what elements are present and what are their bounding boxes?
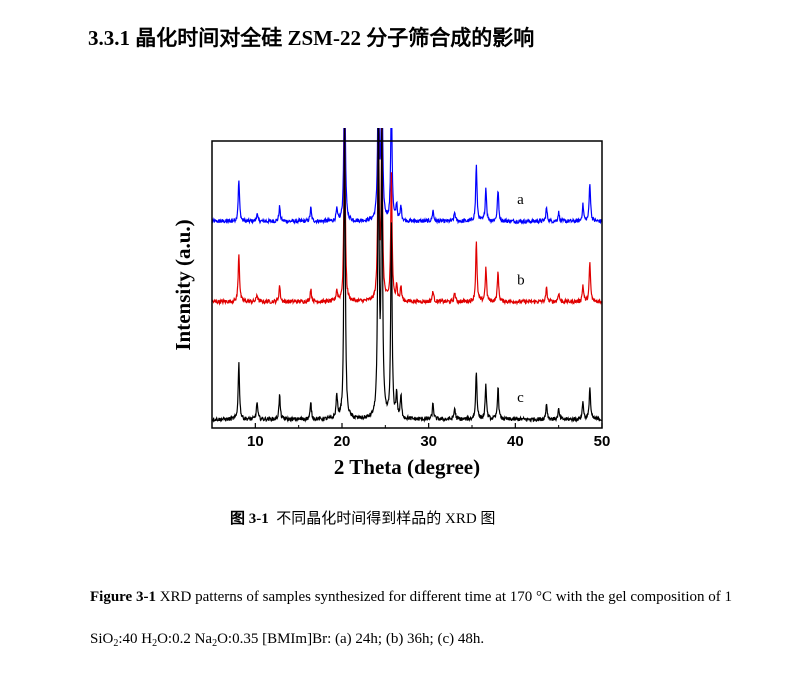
caption-text-3: O:0.2 Na bbox=[157, 631, 213, 647]
x-tick-label: 10 bbox=[247, 433, 264, 450]
section-heading: 3.3.1 晶化时间对全硅 ZSM-22 分子筛合成的影响 bbox=[88, 26, 535, 50]
figure-caption-cn-label: 图 3-1 bbox=[230, 511, 269, 527]
figure-caption-cn: 图 3-1 不同晶化时间得到样品的 XRD 图 bbox=[230, 507, 495, 528]
series-label-c: c bbox=[517, 390, 524, 406]
x-tick-label: 50 bbox=[594, 433, 611, 450]
caption-sub-3: 2 bbox=[212, 638, 218, 649]
caption-text-2: :40 H bbox=[118, 631, 153, 647]
x-ticks: 10 20 30 40 50 bbox=[211, 423, 611, 450]
xrd-chart: a b c 10 20 30 40 50 2 Theta (degree) Intensit… bbox=[171, 128, 611, 479]
plot-frame bbox=[211, 140, 603, 429]
caption-text-1: XRD patterns of samples synthesized for … bbox=[90, 589, 732, 647]
caption-sub-2: 2 bbox=[152, 638, 158, 649]
figure-caption-en: Figure 3-1 XRD patterns of samples synth… bbox=[90, 576, 780, 660]
series-line-c bbox=[211, 128, 602, 423]
caption-sub-1: 2 bbox=[113, 638, 119, 649]
figure-caption-cn-text: 不同晶化时间得到样品的 XRD 图 bbox=[276, 511, 496, 527]
x-tick-label: 40 bbox=[507, 433, 524, 450]
caption-text-4: O:0.35 [BMIm]Br: (a) 24h; (b) 36h; (c) 4… bbox=[217, 631, 485, 647]
x-tick-label: 20 bbox=[334, 433, 351, 450]
series-label-a: a bbox=[517, 192, 524, 208]
series-line-b bbox=[211, 128, 603, 306]
series-label-b: b bbox=[517, 273, 525, 289]
plot-area: a b c bbox=[211, 128, 603, 423]
x-tick-label: 30 bbox=[420, 433, 437, 450]
figure-caption-en-label: Figure 3-1 bbox=[90, 589, 156, 605]
x-axis-label: 2 Theta (degree) bbox=[334, 455, 480, 479]
series-line-a bbox=[211, 128, 603, 225]
y-axis-label: Intensity (a.u.) bbox=[171, 219, 195, 350]
